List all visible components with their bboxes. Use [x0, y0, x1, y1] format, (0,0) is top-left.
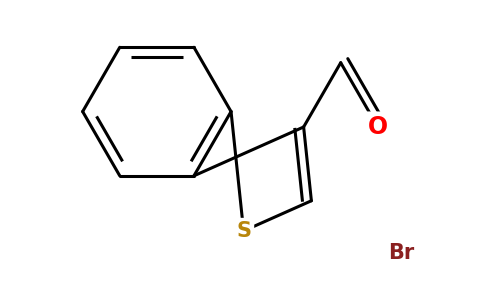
Text: S: S: [236, 221, 251, 241]
Text: Br: Br: [388, 243, 414, 263]
Text: O: O: [368, 115, 388, 139]
